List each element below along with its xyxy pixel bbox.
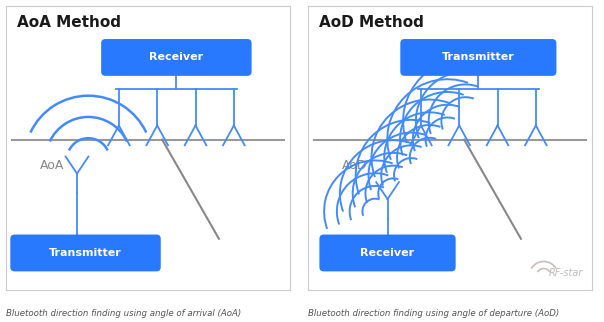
Text: Receiver: Receiver — [149, 52, 204, 62]
Text: Bluetooth direction finding using angle of departure (AoD): Bluetooth direction finding using angle … — [308, 309, 559, 318]
Text: Bluetooth direction finding using angle of arrival (AoA): Bluetooth direction finding using angle … — [6, 309, 241, 318]
Text: AoA: AoA — [40, 159, 65, 173]
FancyBboxPatch shape — [400, 39, 556, 76]
Text: AoD Method: AoD Method — [320, 15, 424, 30]
Text: Receiver: Receiver — [361, 248, 414, 258]
FancyBboxPatch shape — [10, 234, 161, 271]
Text: AoA Method: AoA Method — [18, 15, 121, 30]
Text: Transmitter: Transmitter — [49, 248, 122, 258]
FancyBboxPatch shape — [320, 234, 455, 271]
Text: RF-star: RF-star — [549, 269, 583, 279]
FancyBboxPatch shape — [101, 39, 252, 76]
Text: AoD: AoD — [342, 159, 368, 173]
Text: Transmitter: Transmitter — [442, 52, 515, 62]
